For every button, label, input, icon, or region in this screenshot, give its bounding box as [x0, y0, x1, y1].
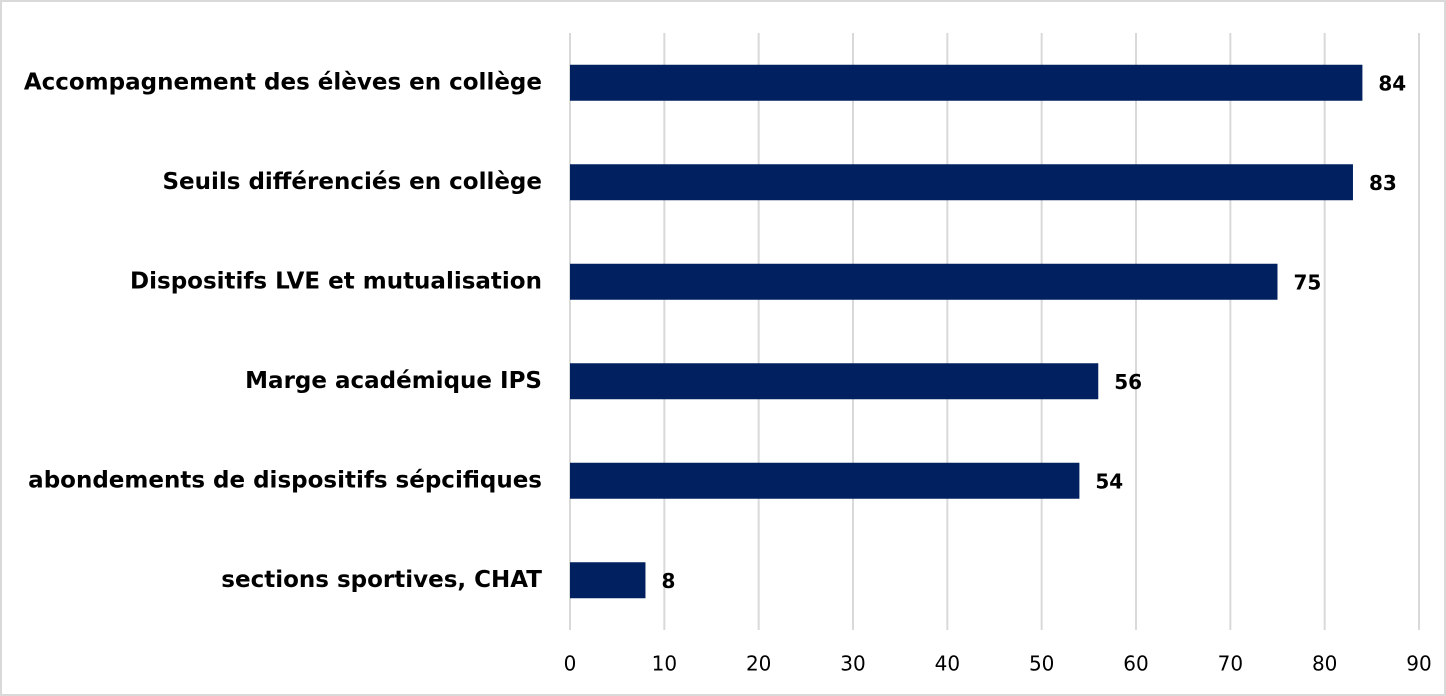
- y-tick-label: sections sportives, CHAT: [221, 567, 542, 593]
- value-label: 8: [661, 569, 675, 593]
- x-tick-label: 0: [564, 652, 577, 676]
- x-tick-label: 20: [746, 652, 771, 676]
- bar: [570, 363, 1099, 400]
- x-tick-label: 80: [1312, 652, 1337, 676]
- y-tick-label: Accompagnement des élèves en collège: [24, 69, 542, 95]
- y-tick-label: Marge académique IPS: [245, 368, 542, 394]
- x-tick-label: 90: [1406, 652, 1431, 676]
- bar: [570, 64, 1363, 101]
- x-tick-label: 50: [1029, 652, 1054, 676]
- bar: [570, 462, 1080, 499]
- y-tick-label: abondements de dispositifs sépcifiques: [28, 467, 542, 493]
- value-label: 84: [1378, 71, 1406, 95]
- bar: [570, 263, 1278, 300]
- value-label: 75: [1294, 270, 1322, 294]
- x-tick-label: 30: [840, 652, 865, 676]
- value-label: 83: [1369, 171, 1397, 195]
- x-tick-label: 10: [652, 652, 677, 676]
- value-label: 56: [1114, 370, 1142, 394]
- bar: [570, 562, 646, 599]
- bar: [570, 164, 1353, 201]
- x-tick-label: 40: [935, 652, 960, 676]
- value-label: 54: [1095, 469, 1123, 493]
- y-tick-label: Seuils différenciés en collège: [162, 169, 542, 195]
- x-tick-label: 60: [1123, 652, 1148, 676]
- x-tick-label: 70: [1218, 652, 1243, 676]
- y-tick-label: Dispositifs LVE et mutualisation: [130, 268, 542, 294]
